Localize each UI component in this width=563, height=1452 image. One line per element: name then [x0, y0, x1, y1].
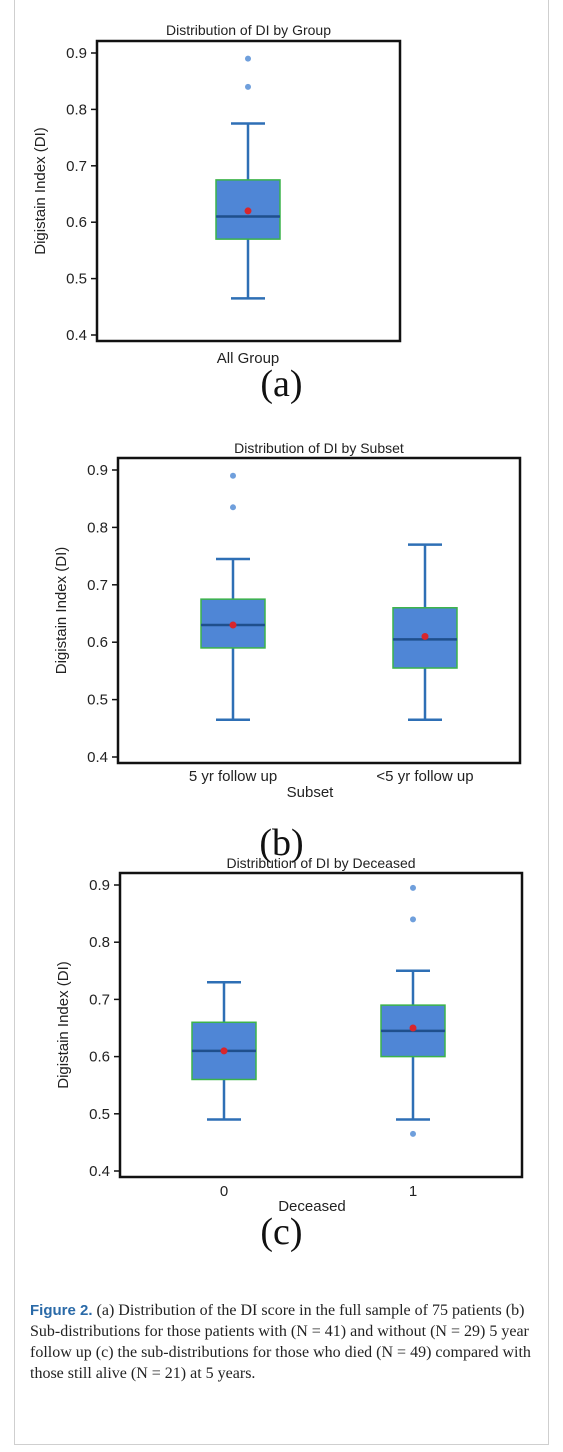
boxplot-chart-c: Distribution of DI by Deceased 0.4 0.5 0.6 0…	[55, 855, 524, 1215]
chart-title: Distribution of DI by Group	[166, 22, 331, 38]
y-tick-label: 0.7	[89, 991, 110, 1008]
outlier-point	[410, 916, 416, 923]
y-tick-label: 0.9	[66, 45, 87, 62]
mean-marker	[244, 207, 252, 215]
outlier-point	[230, 504, 236, 511]
x-tick-label: 0	[220, 1183, 228, 1200]
panel-label-c: (c)	[260, 1211, 303, 1253]
y-tick-label: 0.4	[66, 327, 87, 344]
y-tick-label: 0.6	[87, 634, 108, 651]
y-tick-label: 0.5	[87, 692, 108, 709]
x-tick-label: 5 yr follow up	[189, 768, 277, 785]
plot-frame	[95, 39, 402, 343]
y-tick-label: 0.8	[87, 519, 108, 536]
y-tick-label: 0.5	[89, 1106, 110, 1123]
x-axis-label: Deceased	[278, 1198, 346, 1215]
panel-a: Distribution of DI by Group 0.4 0.5 0.6 0.7 0…	[0, 0, 563, 420]
y-tick-label: 0.7	[87, 577, 108, 594]
y-axis-label: Digistain Index (DI)	[55, 961, 72, 1089]
plot-frame	[118, 871, 524, 1179]
y-tick-label: 0.8	[66, 101, 87, 118]
chart-title: Distribution of DI by Subset	[234, 440, 404, 456]
y-tick-label: 0.7	[66, 158, 87, 175]
outlier-point	[410, 1130, 416, 1137]
panel-label-a: (a)	[260, 363, 303, 405]
outlier-point	[410, 884, 416, 891]
y-tick-label: 0.8	[89, 934, 110, 951]
y-tick-label: 0.9	[87, 462, 108, 479]
mean-marker	[409, 1024, 417, 1032]
outlier-point	[245, 83, 251, 90]
y-tick-label: 0.4	[89, 1163, 110, 1180]
boxplot-chart-a: Distribution of DI by Group 0.4 0.5 0.6 0.7 0…	[32, 22, 402, 367]
plot-frame	[116, 456, 522, 765]
figure-caption: Figure 2. (a) Distribution of the DI sco…	[30, 1300, 536, 1384]
outlier-point	[245, 55, 251, 62]
x-tick-label: All Group	[217, 350, 280, 367]
panel-b: Distribution of DI by Subset 0.4 0.5 0.6 0.7…	[53, 440, 522, 864]
panel-label-b: (b)	[259, 822, 304, 864]
caption-text: (a) Distribution of the DI score in the …	[30, 1302, 531, 1382]
y-tick-label: 0.9	[89, 877, 110, 894]
x-tick-label: <5 yr follow up	[376, 768, 473, 785]
panel-c: Distribution of DI by Deceased 0.4 0.5 0.6 0…	[55, 855, 524, 1253]
figure-frame	[14, 0, 549, 1445]
y-tick-label: 0.6	[66, 214, 87, 231]
x-axis-label: Subset	[287, 784, 335, 801]
y-tick-label: 0.6	[89, 1049, 110, 1066]
x-tick-label: 1	[409, 1183, 417, 1200]
y-axis-label: Digistain Index (DI)	[32, 127, 49, 255]
outlier-point	[230, 472, 236, 479]
mean-marker	[220, 1047, 228, 1055]
mean-marker	[421, 632, 429, 640]
chart-title: Distribution of DI by Deceased	[226, 855, 415, 871]
y-tick-label: 0.5	[66, 271, 87, 288]
caption-label: Figure 2.	[30, 1302, 93, 1319]
y-axis-label: Digistain Index (DI)	[53, 547, 70, 675]
boxplot-chart-b: Distribution of DI by Subset 0.4 0.5 0.6 0.7…	[53, 440, 522, 801]
y-tick-label: 0.4	[87, 749, 108, 766]
mean-marker	[229, 621, 237, 629]
